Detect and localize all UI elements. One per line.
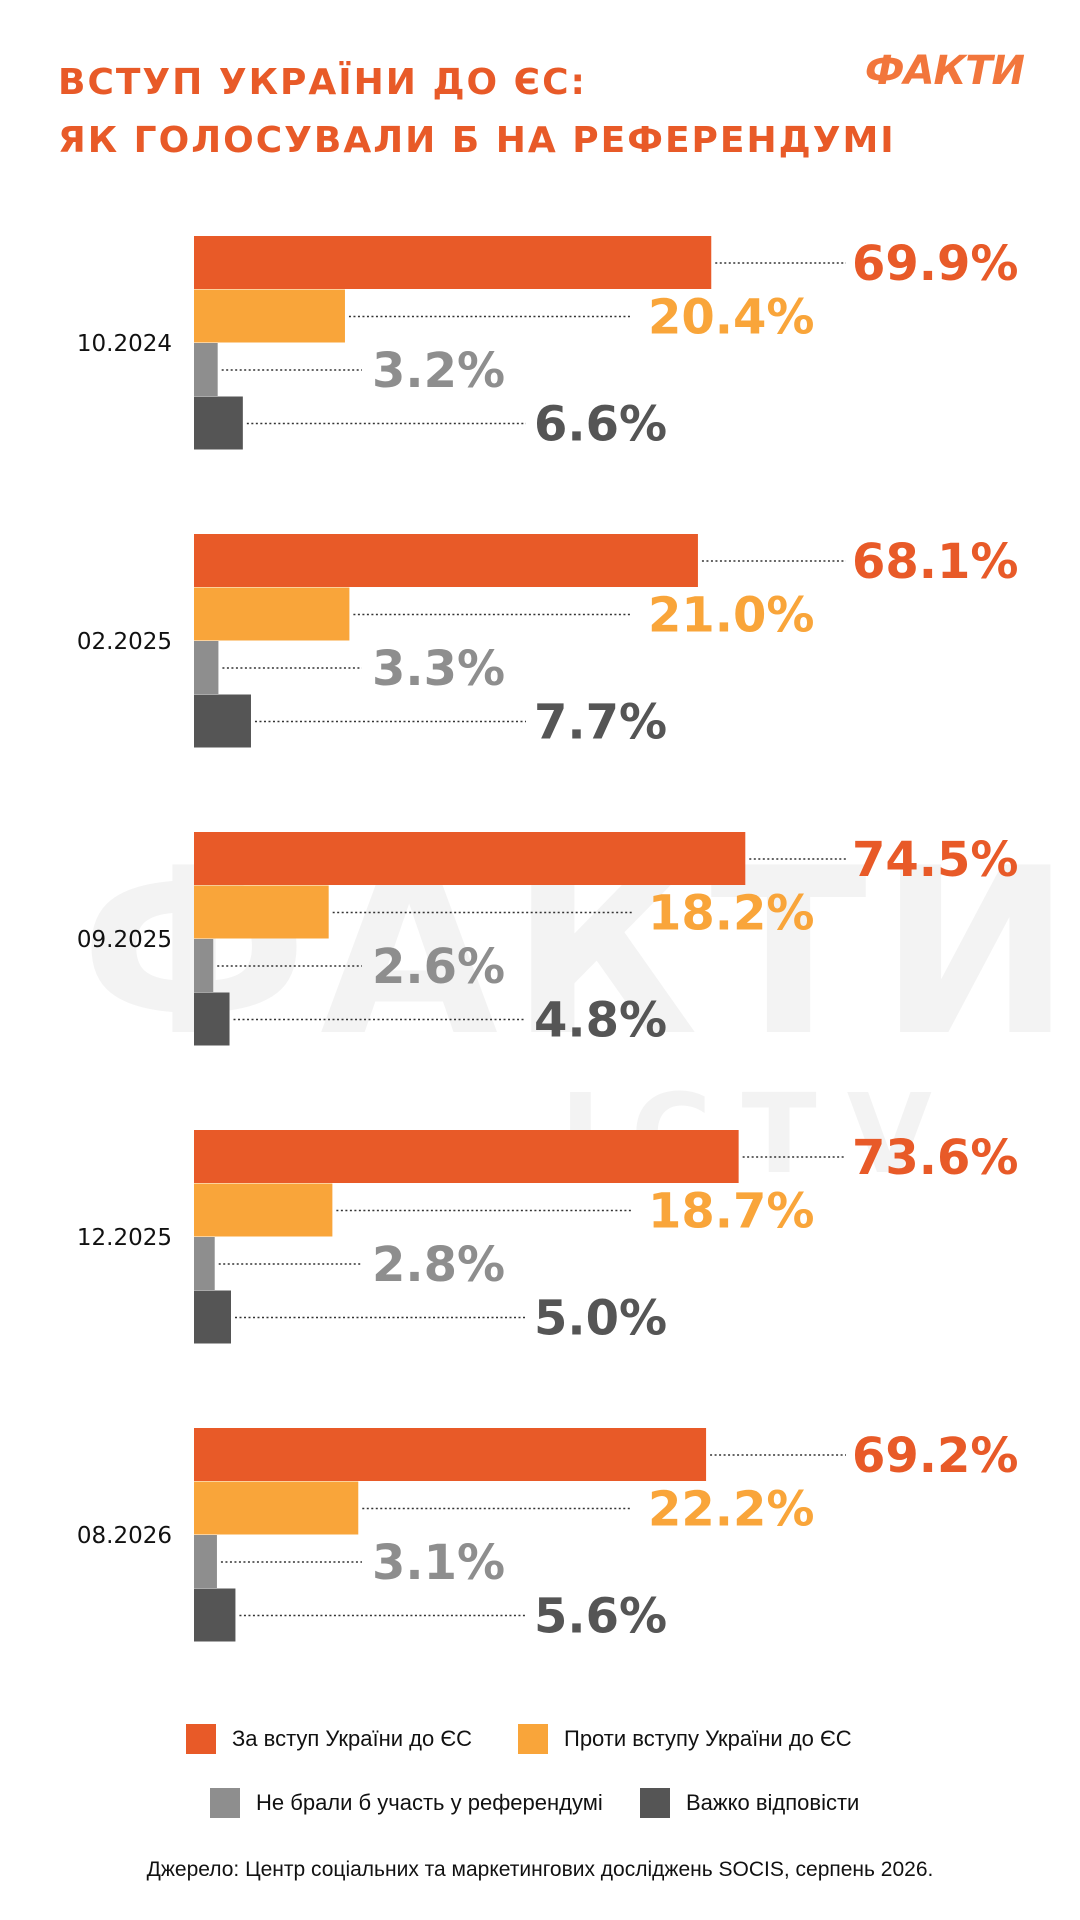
legend-label-abstain: Не брали б участь у референдумі bbox=[256, 1790, 603, 1815]
bar bbox=[194, 1237, 215, 1290]
fakty-logo: ФАКТИ bbox=[864, 48, 1025, 94]
bar bbox=[194, 1535, 217, 1588]
bar bbox=[194, 992, 230, 1046]
title-line-1: ВСТУП УКРАЇНИ ДО ЄС: bbox=[58, 62, 587, 103]
legend-item-for: За вступ України до ЄС bbox=[186, 1724, 472, 1754]
legend-item-against: Проти вступу України до ЄС bbox=[518, 1724, 852, 1754]
bar-chart: 10.2024 69.9% 20.4% 3.2% 6.6% 02.2025 68.1% 21.… bbox=[77, 236, 1019, 1645]
bar bbox=[194, 236, 712, 289]
period-label: 10.2024 bbox=[77, 331, 172, 357]
bar bbox=[194, 1481, 359, 1535]
data-label: 74.5% bbox=[852, 832, 1019, 888]
legend-swatch-for bbox=[186, 1724, 216, 1754]
data-label: 4.8% bbox=[534, 993, 667, 1049]
data-label: 18.7% bbox=[648, 1184, 815, 1240]
bar bbox=[194, 534, 698, 587]
bar bbox=[194, 289, 345, 343]
bar bbox=[194, 1130, 739, 1183]
data-label: 2.6% bbox=[372, 939, 505, 995]
bar bbox=[194, 1588, 236, 1642]
data-label: 69.2% bbox=[852, 1428, 1019, 1484]
data-label: 5.0% bbox=[534, 1291, 667, 1347]
bar bbox=[194, 885, 329, 939]
period-label: 09.2025 bbox=[77, 927, 172, 953]
legend-item-abstain: Не брали б участь у референдумі bbox=[210, 1788, 603, 1818]
data-label: 7.7% bbox=[534, 695, 667, 751]
bar bbox=[194, 343, 218, 396]
bar bbox=[194, 832, 746, 885]
data-label: 3.2% bbox=[372, 343, 505, 399]
legend-swatch-against bbox=[518, 1724, 548, 1754]
data-label: 18.2% bbox=[648, 886, 815, 942]
bar bbox=[194, 396, 243, 450]
data-label: 69.9% bbox=[852, 236, 1019, 292]
bar bbox=[194, 939, 214, 992]
bar bbox=[194, 1428, 707, 1481]
legend-item-hard: Важко відповісти bbox=[640, 1788, 859, 1818]
data-label: 3.1% bbox=[372, 1535, 505, 1591]
bar bbox=[194, 1183, 333, 1237]
data-label: 6.6% bbox=[534, 397, 667, 453]
period-label: 08.2026 bbox=[77, 1523, 172, 1549]
data-label: 2.8% bbox=[372, 1237, 505, 1293]
legend-label-hard: Важко відповісти bbox=[686, 1790, 860, 1815]
data-label: 5.6% bbox=[534, 1589, 667, 1645]
legend-swatch-abstain bbox=[210, 1788, 240, 1818]
legend-swatch-hard bbox=[640, 1788, 670, 1818]
source-note: Джерело: Центр соціальних та маркетингов… bbox=[146, 1858, 934, 1881]
legend-label-against: Проти вступу України до ЄС bbox=[564, 1726, 852, 1751]
data-label: 21.0% bbox=[648, 588, 815, 644]
bar bbox=[194, 694, 251, 748]
data-label: 73.6% bbox=[852, 1130, 1019, 1186]
legend-label-for: За вступ України до ЄС bbox=[232, 1726, 473, 1751]
bar bbox=[194, 641, 219, 694]
chart-title: ВСТУП УКРАЇНИ ДО ЄС: ЯК ГОЛОСУВАЛИ Б НА … bbox=[58, 54, 896, 170]
title-line-2: ЯК ГОЛОСУВАЛИ Б НА РЕФЕРЕНДУМІ bbox=[58, 120, 896, 161]
period-label: 12.2025 bbox=[77, 1225, 172, 1251]
data-label: 3.3% bbox=[372, 641, 505, 697]
period-label: 02.2025 bbox=[77, 629, 172, 655]
bar bbox=[194, 587, 350, 641]
data-label: 68.1% bbox=[852, 534, 1019, 590]
bar bbox=[194, 1290, 231, 1344]
data-label: 20.4% bbox=[648, 290, 815, 346]
data-label: 22.2% bbox=[648, 1482, 815, 1538]
